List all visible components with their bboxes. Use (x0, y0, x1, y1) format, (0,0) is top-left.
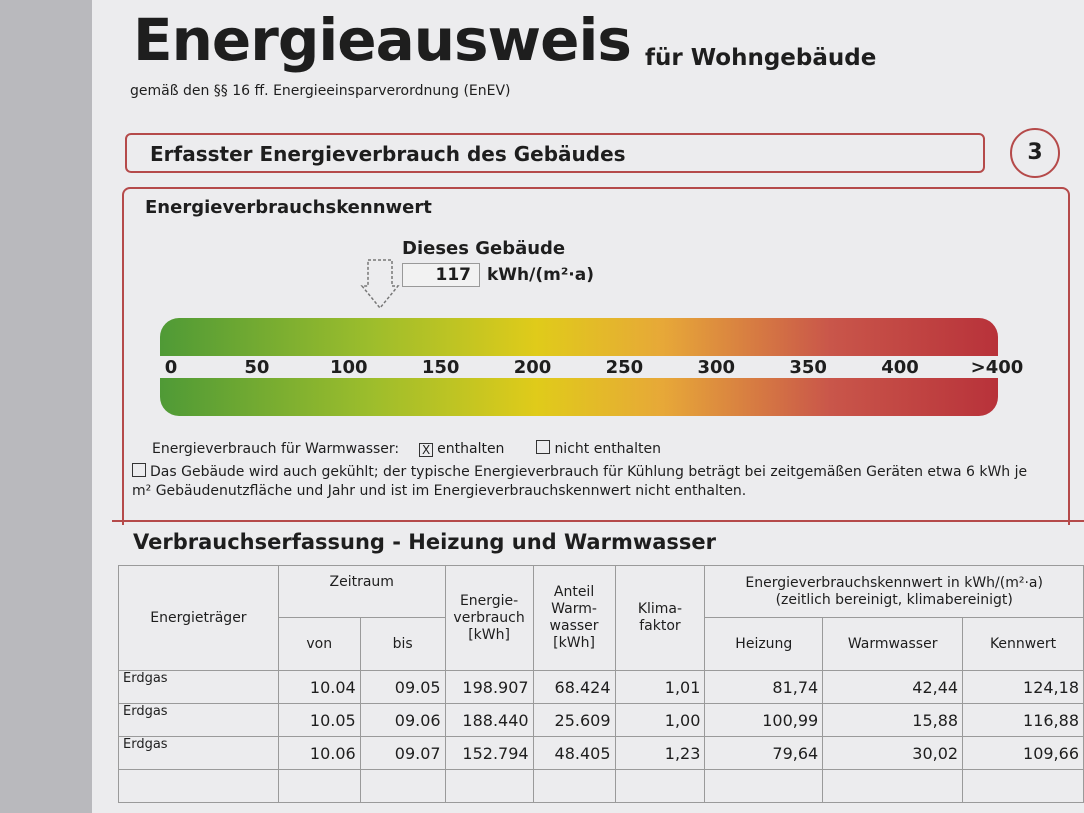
cell (277, 769, 361, 803)
value-arrow (360, 259, 400, 310)
label: nicht enthalten (554, 441, 662, 457)
cell: 15,88 (822, 703, 964, 737)
header: Anteil Warm- wasser [kWh] (532, 565, 616, 671)
cell: 100,99 (704, 703, 824, 737)
header: von (277, 617, 361, 671)
checkbox (536, 440, 551, 454)
cell: 1,01 (614, 670, 706, 704)
cell: 42,44 (822, 670, 964, 704)
text: Das Gebäude wird auch gekühlt; der typis… (132, 464, 1028, 499)
page-number: 3 (1010, 128, 1060, 178)
cell (359, 769, 446, 803)
consumption-table: Energieträger Zeitraum Energie- verbrauch … (118, 565, 1084, 803)
building-value: 117 (402, 263, 480, 287)
binding-margin (0, 0, 92, 813)
cell: Erdgas (118, 736, 279, 770)
row: Erdgas 10.05 09.06 188.440 25.609 1,00 100,99 1… (118, 703, 1084, 737)
scale-tick-label: 250 (605, 357, 644, 378)
cell: 10.06 (277, 736, 361, 770)
cell: 1,00 (614, 703, 706, 737)
checkbox (132, 463, 146, 477)
table-title: Verbrauchserfassung - Heizung und Warmwa… (133, 530, 717, 554)
scale-bar (160, 318, 998, 356)
cell: 152.794 (444, 736, 534, 770)
building-label: Dieses Gebäude (402, 238, 566, 259)
section-title: Erfasster Energieverbrauch des Gebäudes (150, 142, 626, 166)
cell: 09.06 (359, 703, 446, 737)
cell: 188.440 (444, 703, 534, 737)
legal-note: gemäß den §§ 16 ff. Energieeinsparverord… (130, 83, 511, 99)
row: Erdgas 10.06 09.07 152.794 48.405 1,23 79,64 30… (118, 736, 1084, 770)
header: Heizung (704, 617, 824, 671)
cell (614, 769, 706, 803)
cell: 10.04 (277, 670, 361, 704)
title: Energieausweis (133, 6, 632, 74)
cell: 09.07 (359, 736, 446, 770)
cell: 30,02 (822, 736, 964, 770)
header: bis (359, 617, 446, 671)
scale-tick-label: 0 (164, 357, 178, 378)
empty-row (118, 769, 1084, 803)
kennwert-title: Energieverbrauchskennwert (145, 197, 432, 218)
cell: 109,66 (962, 736, 1084, 770)
cell: Erdgas (118, 670, 279, 704)
header: Klima- faktor (614, 565, 706, 671)
cell (118, 769, 279, 803)
cell (532, 769, 616, 803)
section-box (125, 133, 985, 173)
cell: Erdgas (118, 703, 279, 737)
cell: 10.05 (277, 703, 361, 737)
scale-tick-label: 200 (513, 357, 552, 378)
label: Energieverbrauch für Warmwasser: (152, 441, 400, 457)
kennwert-box (122, 187, 1070, 525)
scale-tick-label: 100 (329, 357, 368, 378)
cell: 48.405 (532, 736, 616, 770)
divider (112, 520, 1084, 522)
cell (704, 769, 824, 803)
cell (822, 769, 964, 803)
row: Erdgas 10.04 09.05 198.907 68.424 1,01 81,74 42… (118, 670, 1084, 704)
cell (444, 769, 534, 803)
header: Energieverbrauchskennwert in kWh/(m²·a) … (704, 565, 1084, 618)
header: Kennwert (962, 617, 1084, 671)
scale-tick-label: >400 (970, 357, 1024, 378)
scale-tick-label: 350 (789, 357, 827, 378)
label: enthalten (437, 441, 505, 457)
cell: 25.609 (532, 703, 616, 737)
header: Energie- verbrauch [kWh] (444, 565, 534, 671)
cell: 1,23 (614, 736, 706, 770)
subtitle: für Wohngebäude (645, 45, 877, 71)
scale-tick-label: 400 (881, 357, 919, 378)
unit: kWh/(m²·a) (487, 265, 594, 285)
cell: 124,18 (962, 670, 1084, 704)
cell: 09.05 (359, 670, 446, 704)
cooling-note: Das Gebäude wird auch gekühlt; der typis… (132, 463, 1032, 501)
cell: 79,64 (704, 736, 824, 770)
checkbox-checked: X (419, 443, 434, 457)
scale-tick-label: 50 (244, 357, 270, 378)
scale-tick-label: 300 (697, 357, 736, 378)
cell: 81,74 (704, 670, 824, 704)
cell (962, 769, 1084, 803)
header: Zeitraum (277, 565, 446, 618)
scale-bar (160, 378, 998, 416)
cell: 68.424 (532, 670, 616, 704)
scale-tick-label: 150 (421, 357, 460, 378)
cell: 198.907 (444, 670, 534, 704)
cell: 116,88 (962, 703, 1084, 737)
header: Warmwasser (822, 617, 964, 671)
header: Energieträger (118, 565, 279, 671)
